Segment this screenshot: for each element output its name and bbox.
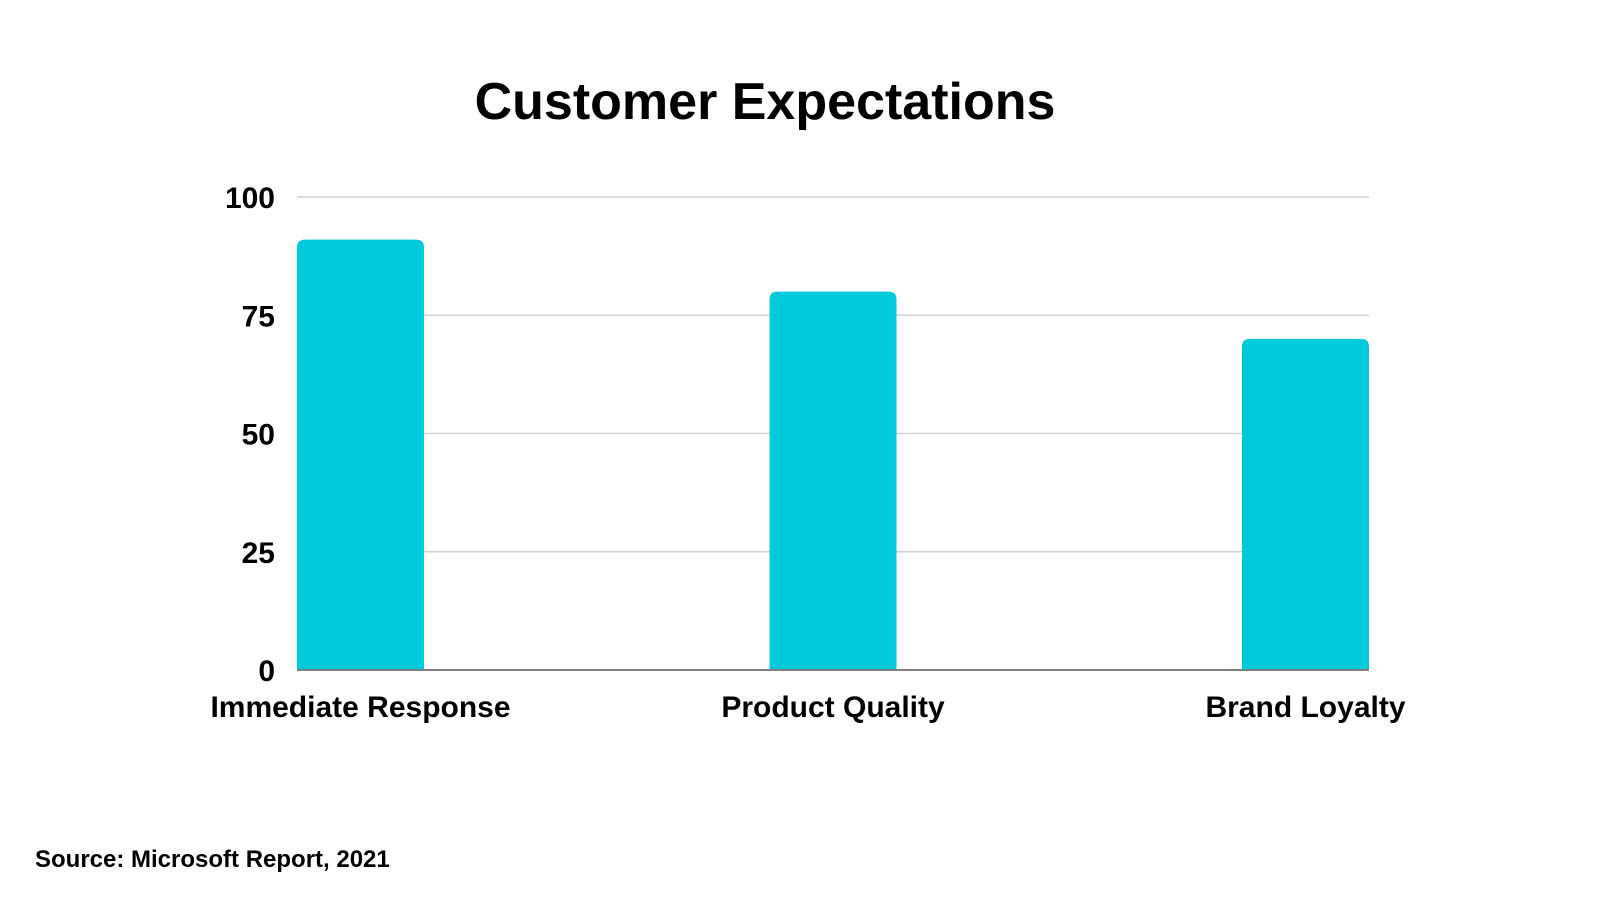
y-tick-label: 100: [225, 182, 275, 215]
x-tick-label: Brand Loyalty: [1205, 691, 1405, 724]
bar-immediate-response: [297, 239, 424, 670]
y-tick-label: 75: [242, 300, 275, 333]
x-axis-labels: Immediate Response Product Quality Brand L…: [210, 691, 1405, 724]
x-tick-label: Immediate Response: [210, 691, 510, 724]
y-axis-ticks: 0 25 50 75 100: [225, 182, 275, 688]
bars: [297, 239, 1369, 670]
bar-brand-loyalty: [1242, 338, 1369, 670]
chart-title: Customer Expectations: [475, 73, 1056, 131]
y-tick-label: 50: [242, 419, 275, 452]
x-tick-label: Product Quality: [721, 691, 945, 724]
y-tick-label: 0: [258, 655, 275, 688]
bar-product-quality: [769, 291, 897, 670]
source-note: Source: Microsoft Report, 2021: [35, 846, 390, 873]
y-tick-label: 25: [242, 537, 275, 570]
